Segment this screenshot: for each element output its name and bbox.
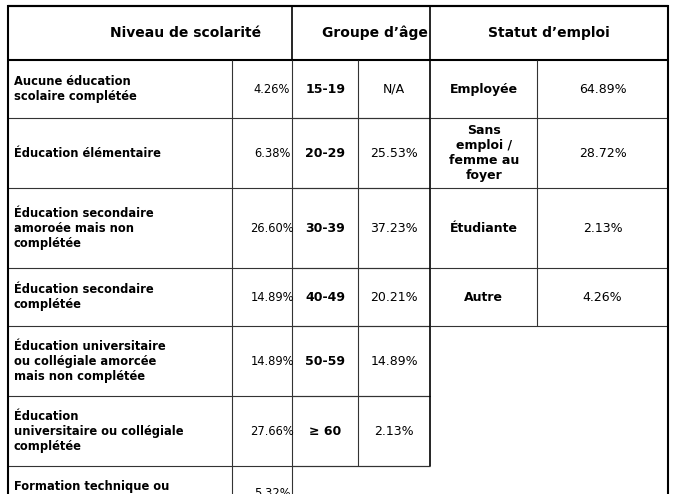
Text: 28.72%: 28.72%: [579, 147, 627, 160]
Text: 30-39: 30-39: [306, 222, 345, 235]
Text: Sans
emploi /
femme au
foyer: Sans emploi / femme au foyer: [449, 124, 518, 182]
Text: Éducation élémentaire: Éducation élémentaire: [14, 147, 160, 160]
Text: 40-49: 40-49: [305, 290, 345, 304]
Text: Groupe d’âge: Groupe d’âge: [322, 26, 427, 41]
Text: 4.26%: 4.26%: [583, 290, 623, 304]
Text: 2.13%: 2.13%: [375, 425, 414, 438]
Text: Statut d’emploi: Statut d’emploi: [488, 26, 610, 40]
Text: 15-19: 15-19: [305, 82, 345, 96]
Text: Aucune éducation
scolaire complétée: Aucune éducation scolaire complétée: [14, 75, 137, 103]
Text: N/A: N/A: [383, 82, 405, 96]
Text: Autre: Autre: [464, 290, 503, 304]
Text: Éducation
universitaire ou collégiale
complétée: Éducation universitaire ou collégiale co…: [14, 410, 183, 453]
Text: Éducation secondaire
amoroée mais non
complétée: Éducation secondaire amoroée mais non co…: [14, 206, 153, 250]
Text: Employée: Employée: [450, 82, 518, 96]
Text: 26.60%: 26.60%: [250, 222, 294, 235]
Text: 14.89%: 14.89%: [250, 290, 294, 304]
Text: 50-59: 50-59: [305, 355, 345, 368]
Text: 64.89%: 64.89%: [579, 82, 627, 96]
Text: 20-29: 20-29: [305, 147, 345, 160]
Text: ≥ 60: ≥ 60: [309, 425, 341, 438]
Text: 37.23%: 37.23%: [370, 222, 418, 235]
Text: 2.13%: 2.13%: [583, 222, 623, 235]
Text: Éducation universitaire
ou collégiale amorcée
mais non complétée: Éducation universitaire ou collégiale am…: [14, 339, 165, 383]
Text: 25.53%: 25.53%: [370, 147, 418, 160]
Text: 14.89%: 14.89%: [250, 355, 294, 368]
Text: Étudiante: Étudiante: [450, 222, 518, 235]
Text: Éducation secondaire
complétée: Éducation secondaire complétée: [14, 283, 153, 311]
Text: 27.66%: 27.66%: [250, 425, 294, 438]
Text: Niveau de scolarité: Niveau de scolarité: [110, 26, 261, 40]
Text: 20.21%: 20.21%: [370, 290, 418, 304]
Text: 4.26%: 4.26%: [254, 82, 290, 96]
Text: 14.89%: 14.89%: [370, 355, 418, 368]
Text: 6.38%: 6.38%: [254, 147, 290, 160]
Text: 5.32%: 5.32%: [254, 487, 291, 494]
Text: Formation technique ou
professionnelle complétée: Formation technique ou professionnelle c…: [14, 480, 186, 494]
